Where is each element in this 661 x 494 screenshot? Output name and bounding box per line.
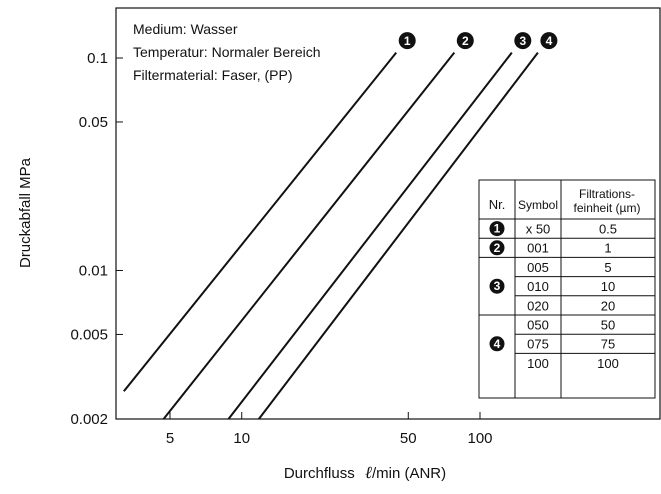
conditions-box: Medium: Wasser Temperatur: Normaler Bere… bbox=[133, 21, 321, 83]
table-badge-number-2: 2 bbox=[494, 241, 501, 255]
filtration-table: Nr. Symbol Filtrations- feinheit (µm) x … bbox=[478, 179, 656, 399]
x-axis-label: Durchfluss ℓ/min (ANR) bbox=[284, 463, 446, 482]
series-badges: 1 2 3 4 bbox=[398, 32, 558, 50]
table-header-filtration-1: Filtrations- bbox=[579, 187, 635, 201]
table-cell-symbol: 001 bbox=[527, 241, 549, 256]
table-header-nr: Nr. bbox=[489, 197, 506, 212]
series-badge-4 bbox=[540, 32, 558, 50]
table-badge-3 bbox=[489, 278, 505, 294]
table-badge-1 bbox=[489, 221, 505, 237]
table-cell-symbol: x 50 bbox=[526, 222, 551, 237]
table-cell-symbol: 075 bbox=[527, 337, 549, 352]
table-badge-number-3: 3 bbox=[494, 279, 501, 293]
y-tick-label: 0.05 bbox=[79, 114, 108, 131]
table-header-symbol: Symbol bbox=[518, 198, 558, 212]
table-cell-filtration: 1 bbox=[604, 241, 611, 256]
series-line-3 bbox=[227, 52, 513, 420]
plot-frame bbox=[115, 7, 661, 420]
table-badge-2 bbox=[489, 240, 505, 256]
table-badge-number-4: 4 bbox=[494, 337, 501, 351]
x-tick-label: 100 bbox=[467, 430, 492, 447]
series-badge-number-4: 4 bbox=[546, 34, 553, 48]
x-tick-label: 50 bbox=[400, 430, 417, 447]
table-cell-symbol: 020 bbox=[527, 298, 549, 313]
series-badge-3 bbox=[514, 32, 532, 50]
table-cell-symbol: 100 bbox=[527, 356, 549, 371]
y-axis-ticks: 0.002 0.005 0.01 0.05 0.1 bbox=[70, 50, 123, 428]
filtration-table-frame bbox=[478, 179, 656, 399]
x-axis-ticks: 5 10 50 100 bbox=[166, 412, 493, 447]
x-tick-label: 10 bbox=[233, 430, 250, 447]
table-badge-4 bbox=[489, 336, 505, 352]
table-grid bbox=[479, 180, 655, 398]
y-tick-label: 0.01 bbox=[79, 262, 108, 279]
series-badge-2 bbox=[456, 32, 474, 50]
table-cell-filtration: 100 bbox=[597, 356, 619, 371]
x-axis-label-unit: /min (ANR) bbox=[372, 465, 446, 482]
x-axis-label-main: Durchfluss bbox=[284, 465, 355, 482]
table-cell-symbol: 050 bbox=[527, 318, 549, 333]
table-cell-filtration: 5 bbox=[604, 260, 611, 275]
y-tick-label: 0.005 bbox=[70, 326, 108, 343]
series-line-1 bbox=[123, 51, 397, 392]
table-cell-symbol: 010 bbox=[527, 279, 549, 294]
x-axis-label-unit-symbol: ℓ bbox=[365, 463, 372, 482]
table-cell-filtration: 0.5 bbox=[599, 222, 617, 237]
table-badge-number-1: 1 bbox=[494, 222, 501, 236]
series-badge-number-1: 1 bbox=[404, 34, 411, 48]
series-lines bbox=[123, 51, 539, 420]
table-cell-filtration: 10 bbox=[601, 279, 615, 294]
series-badge-number-3: 3 bbox=[519, 34, 526, 48]
series-line-4 bbox=[258, 52, 539, 420]
table-cell-filtration: 50 bbox=[601, 318, 615, 333]
y-tick-label: 0.1 bbox=[87, 50, 108, 67]
x-tick-label: 5 bbox=[166, 430, 174, 447]
series-line-2 bbox=[162, 52, 456, 420]
table-cell-filtration: 20 bbox=[601, 298, 615, 313]
table-cell-filtration: 75 bbox=[601, 337, 615, 352]
table-header-filtration-2: feinheit (µm) bbox=[574, 201, 641, 215]
y-axis-label: Druckabfall MPa bbox=[17, 157, 34, 268]
condition-filter-material: Filtermaterial: Faser, (PP) bbox=[133, 67, 292, 83]
condition-medium: Medium: Wasser bbox=[133, 21, 238, 37]
series-badge-1 bbox=[398, 32, 416, 50]
series-badge-number-2: 2 bbox=[462, 34, 469, 48]
condition-temperature: Temperatur: Normaler Bereich bbox=[133, 44, 321, 60]
y-tick-label: 0.002 bbox=[70, 411, 108, 428]
table-cell-symbol: 005 bbox=[527, 260, 549, 275]
